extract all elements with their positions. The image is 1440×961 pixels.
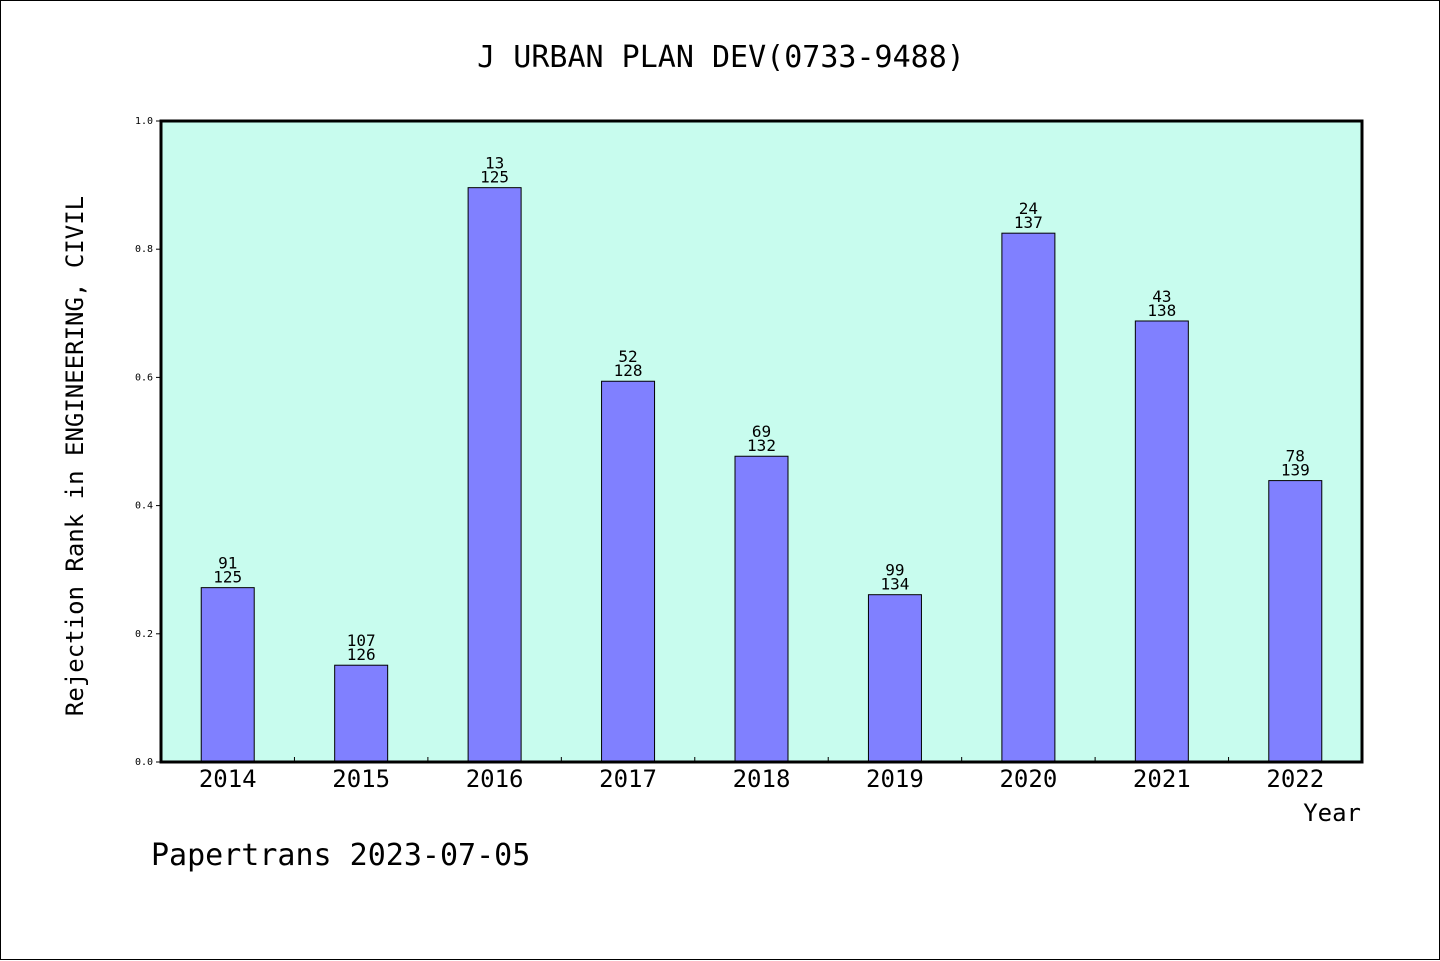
y-tick-label: 0.4: [135, 501, 153, 512]
y-tick-label: 1.0: [135, 116, 153, 127]
bar-rank-label-2022: 78: [1286, 447, 1305, 466]
bar-2015: [334, 664, 389, 763]
bar-total-label-2018: 132: [747, 436, 776, 455]
bar-2014: [200, 587, 255, 763]
bar-total-label-2017: 128: [614, 361, 643, 380]
plot-border: [159, 119, 1364, 764]
x-tick-label-2019: 2019: [866, 765, 924, 793]
bar-rank-label-2014: 91: [218, 554, 237, 573]
x-ticks: 2014 2015 2016 2017 2018 2019 2020 2021 2022: [199, 757, 1324, 793]
bar-2021: [1134, 320, 1189, 763]
bars: [200, 187, 1323, 763]
footer-credit: Papertrans 2023-07-05: [151, 838, 530, 873]
y-tick-label: 0.0: [135, 757, 153, 768]
y-ticks: 0.0 0.2 0.4 0.6 0.8 1.0: [135, 116, 161, 768]
x-tick-label-2022: 2022: [1266, 765, 1324, 793]
bar-2017: [601, 380, 656, 763]
bar-rank-label-2021: 43: [1152, 287, 1171, 306]
x-tick-label-2014: 2014: [199, 765, 257, 793]
x-tick-label-2018: 2018: [733, 765, 791, 793]
y-axis-label: Rejection Rank in ENGINEERING, CIVIL: [61, 196, 89, 716]
bar-rank-label-2019: 99: [885, 561, 904, 580]
bar-total-label-2019: 134: [880, 575, 909, 594]
bar-total-label-2022: 139: [1281, 461, 1310, 480]
bar-2022: [1268, 480, 1323, 763]
bar-2020: [1001, 232, 1056, 763]
bar-total-label-2014: 125: [213, 568, 242, 587]
y-tick-label: 0.8: [135, 244, 153, 255]
bar-rank-label-2015: 107: [347, 631, 376, 650]
x-tick-label-2020: 2020: [999, 765, 1057, 793]
bar-rank-label-2016: 13: [485, 154, 504, 173]
x-axis-label: Year: [1303, 799, 1361, 827]
bar-rank-label-2018: 69: [752, 422, 771, 441]
bar-total-label-2016: 125: [480, 168, 509, 187]
bar-2016: [467, 187, 522, 763]
y-tick-label: 0.6: [135, 372, 153, 383]
bar-total-label-2021: 138: [1147, 301, 1176, 320]
x-tick-label-2015: 2015: [332, 765, 390, 793]
y-tick-label: 0.2: [135, 629, 153, 640]
bar-rank-label-2017: 52: [618, 347, 637, 366]
x-tick-label-2021: 2021: [1133, 765, 1191, 793]
x-tick-label-2016: 2016: [466, 765, 524, 793]
bar-total-label-2015: 126: [347, 645, 376, 664]
bar-rank-label-2020: 24: [1019, 199, 1038, 218]
chart-title: J URBAN PLAN DEV(0733-9488): [477, 40, 965, 75]
bar-annotations: 9112510712613125521286913299134241374313…: [213, 154, 1309, 665]
bar-total-label-2020: 137: [1014, 213, 1043, 232]
bar-2019: [867, 594, 922, 763]
bar-2018: [734, 455, 789, 763]
x-tick-label-2017: 2017: [599, 765, 657, 793]
